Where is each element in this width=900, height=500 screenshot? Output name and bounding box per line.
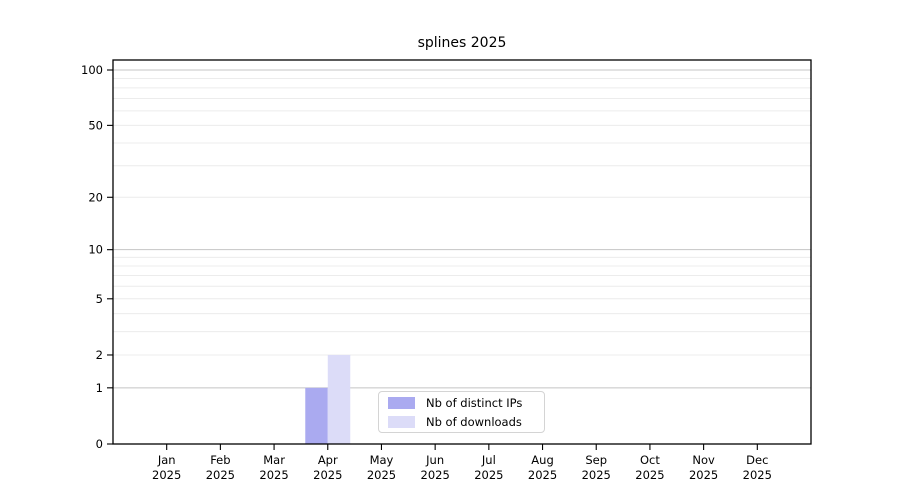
legend-label-distinct-ips: Nb of distinct IPs <box>426 395 523 410</box>
chart-title: splines 2025 <box>417 35 507 51</box>
x-tick-label: Oct 2025 <box>635 453 664 482</box>
legend-row: Nb of distinct IPs <box>388 396 544 410</box>
x-tick-label: May 2025 <box>367 453 396 482</box>
x-tick-label: Sep 2025 <box>582 453 611 482</box>
y-tick-label: 20 <box>88 190 103 204</box>
x-tick-label: Aug 2025 <box>528 453 557 482</box>
legend-swatch-downloads <box>388 415 415 428</box>
legend-label-downloads: Nb of downloads <box>426 414 522 429</box>
legend-swatch-distinct-ips <box>388 396 415 409</box>
x-tick-label: Mar 2025 <box>259 453 288 482</box>
x-tick-label: Jun 2025 <box>421 453 450 482</box>
y-tick-label: 1 <box>96 381 103 395</box>
x-tick-label: Jul 2025 <box>474 453 503 482</box>
x-tick-label: Feb 2025 <box>206 453 235 482</box>
bar-distinct-ips <box>305 387 328 444</box>
x-tick-label: Apr 2025 <box>313 453 342 482</box>
bar-downloads <box>327 354 351 444</box>
plot-border <box>112 59 812 445</box>
legend: Nb of distinct IPs Nb of downloads <box>378 391 545 433</box>
x-tick-label: Nov 2025 <box>689 453 718 482</box>
x-tick-label: Dec 2025 <box>743 453 772 482</box>
y-tick-label: 10 <box>88 243 103 257</box>
legend-row: Nb of downloads <box>388 415 544 429</box>
y-tick-label: 100 <box>81 63 103 77</box>
x-tick-label: Jan 2025 <box>152 453 181 482</box>
y-tick-label: 5 <box>96 292 103 306</box>
y-tick-label: 50 <box>88 118 103 132</box>
y-tick-label: 0 <box>96 437 103 451</box>
y-tick-label: 2 <box>96 348 103 362</box>
